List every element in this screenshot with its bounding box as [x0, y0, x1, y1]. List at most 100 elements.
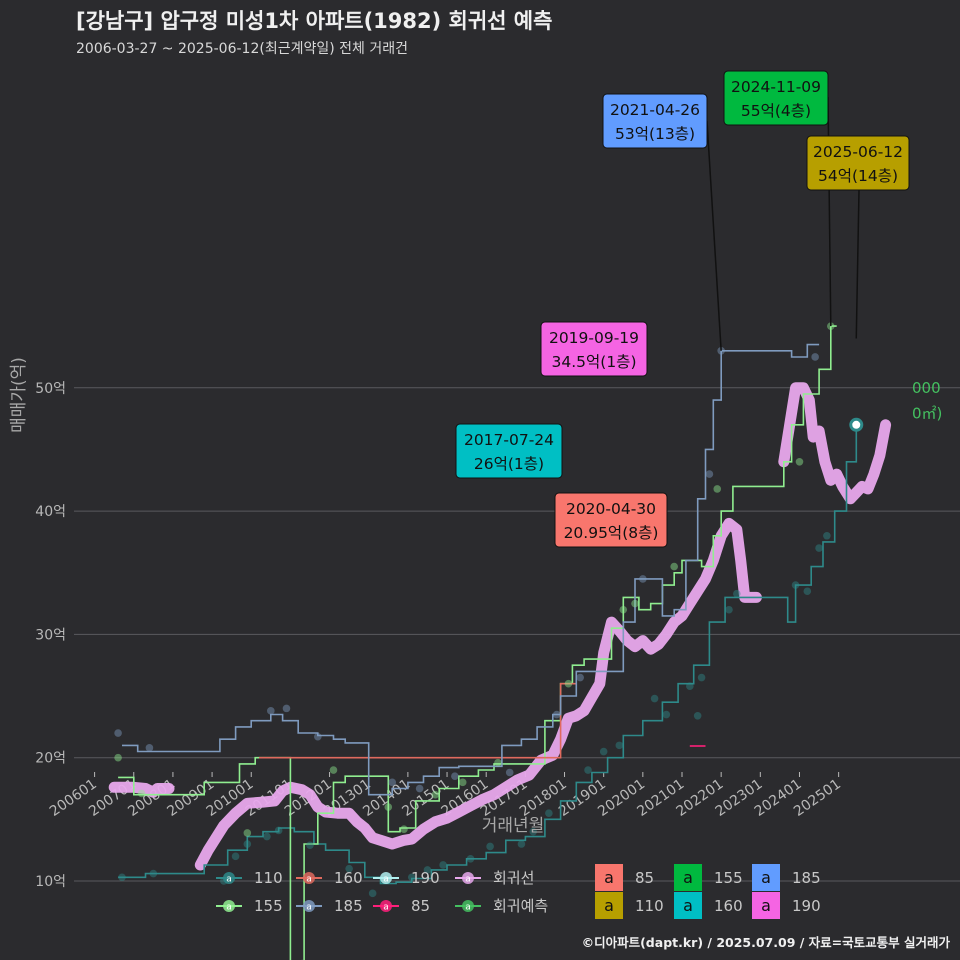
legend-dot-key: [303, 872, 315, 884]
annotation-box: [723, 70, 829, 126]
data-point: [823, 531, 831, 540]
annotation-box: [540, 321, 648, 377]
data-point: [650, 694, 659, 703]
y-tick-label: 30억: [35, 627, 66, 643]
data-point: [670, 562, 678, 571]
footer-credit: ©디아파트(dapt.kr) / 2025.07.09 / 자료=국토교통부 실…: [582, 935, 951, 950]
annotation-box: [554, 492, 668, 548]
annotation-box: [455, 423, 563, 479]
data-point: [431, 790, 440, 799]
annotation-label: 2025-06-12 54억(14층): [806, 135, 910, 339]
data-point: [243, 829, 252, 837]
annotation-date: 2025-06-12: [813, 143, 903, 161]
data-point: [494, 758, 502, 767]
legend-key-glyph: a: [306, 903, 312, 913]
data-point: [795, 457, 804, 466]
series-layer: [108, 325, 892, 960]
legend-dot-key: [223, 872, 235, 884]
legend-box-key: [674, 864, 702, 891]
legend-box-glyph: a: [604, 896, 614, 915]
data-point: [423, 866, 432, 874]
legend-box-glyph: a: [604, 868, 614, 887]
legend-line-label: 85: [411, 897, 430, 915]
data-point: [545, 809, 553, 817]
legend-box-label: 155: [714, 869, 743, 887]
data-point: [791, 581, 800, 589]
data-point: [811, 353, 819, 361]
data-point: [529, 827, 537, 836]
data-point: [733, 589, 741, 598]
annotation-box: [806, 135, 910, 191]
annotation-date: 2020-04-30: [566, 500, 656, 518]
legend-box-label: 185: [792, 869, 821, 887]
y-axis-title: 매매가(억): [9, 357, 29, 433]
legend-dot-key: [462, 872, 474, 884]
legend-box-label: 85: [635, 869, 654, 887]
annotations-layer: 000 0㎡) 2024-11-09 55억(4층) 2021-04-26 53억(13층…: [455, 70, 942, 548]
legend-line-label: 회귀예측: [493, 897, 548, 915]
chart-subtitle: 2006-03-27 ~ 2025-06-12(최근계약일) 전체 거래건: [76, 41, 408, 57]
y-tick-label: 10억: [35, 874, 66, 890]
legend-box-label: 160: [714, 897, 743, 915]
data-point: [827, 322, 835, 330]
data-point: [619, 605, 628, 614]
data-point: [345, 864, 353, 873]
x-axis-title: 거래년월: [482, 816, 545, 836]
legend-dot-key: [380, 900, 392, 912]
legend-box-key: [674, 892, 702, 919]
legend-box-key: [752, 864, 780, 891]
data-point: [576, 673, 584, 682]
regression-line-segment-2: [778, 382, 892, 505]
series-line-110: [118, 424, 858, 885]
data-point: [329, 766, 338, 774]
data-point: [388, 778, 397, 787]
legend-dot-key: [462, 900, 474, 912]
legend-dot-key: [380, 872, 392, 884]
legend-box-label: 110: [635, 897, 664, 915]
legend-dot-key: [303, 900, 315, 912]
series-line-160: [259, 682, 577, 759]
series-line-185: [122, 343, 820, 796]
data-point: [705, 470, 714, 478]
data-point: [725, 605, 733, 614]
legend-line-label: 185: [334, 897, 363, 915]
data-point: [693, 711, 702, 720]
data-point: [407, 873, 416, 882]
data-point: [263, 832, 271, 841]
annotation-value: 53억(13층): [615, 125, 695, 143]
y-tick-label: 20억: [35, 751, 66, 767]
latest-trade-marker: [849, 417, 864, 432]
annotation-value: 54억(14층): [818, 167, 898, 185]
data-point: [713, 485, 722, 493]
annotation-date: 2021-04-26: [610, 101, 700, 119]
data-point: [243, 840, 252, 848]
annotation-box: [602, 93, 708, 149]
legend-key-glyph: a: [226, 875, 232, 885]
data-point: [439, 861, 447, 869]
data-point: [803, 587, 812, 596]
annotation-value: 20.95억(8층): [564, 524, 659, 542]
annotation-date: 2017-07-24: [464, 431, 554, 449]
annotation-label: 2021-04-26 53억(13층): [602, 93, 722, 351]
data-point: [118, 873, 126, 882]
data-point: [615, 741, 624, 750]
legend-key-glyph: a: [383, 875, 389, 885]
prediction-label-line2: 0㎡): [912, 405, 942, 423]
data-point: [282, 704, 291, 713]
data-point: [517, 840, 526, 848]
legend-box-glyph: a: [683, 868, 693, 887]
data-point: [505, 768, 514, 777]
legend-key-glyph: a: [465, 875, 471, 885]
data-point: [384, 803, 393, 811]
annotation-leader: [706, 120, 722, 351]
annotation-label: 2019-09-19 34.5억(1층): [540, 321, 648, 377]
data-point: [486, 842, 494, 851]
legend-line-label: 110: [254, 869, 283, 887]
data-point: [415, 784, 424, 793]
legend-line-label: 155: [254, 897, 283, 915]
regression-line-segment-0: [108, 781, 175, 798]
data-point: [639, 575, 647, 583]
annotation-label: 2020-04-30 20.95억(8층): [554, 492, 668, 548]
data-point: [306, 841, 314, 850]
